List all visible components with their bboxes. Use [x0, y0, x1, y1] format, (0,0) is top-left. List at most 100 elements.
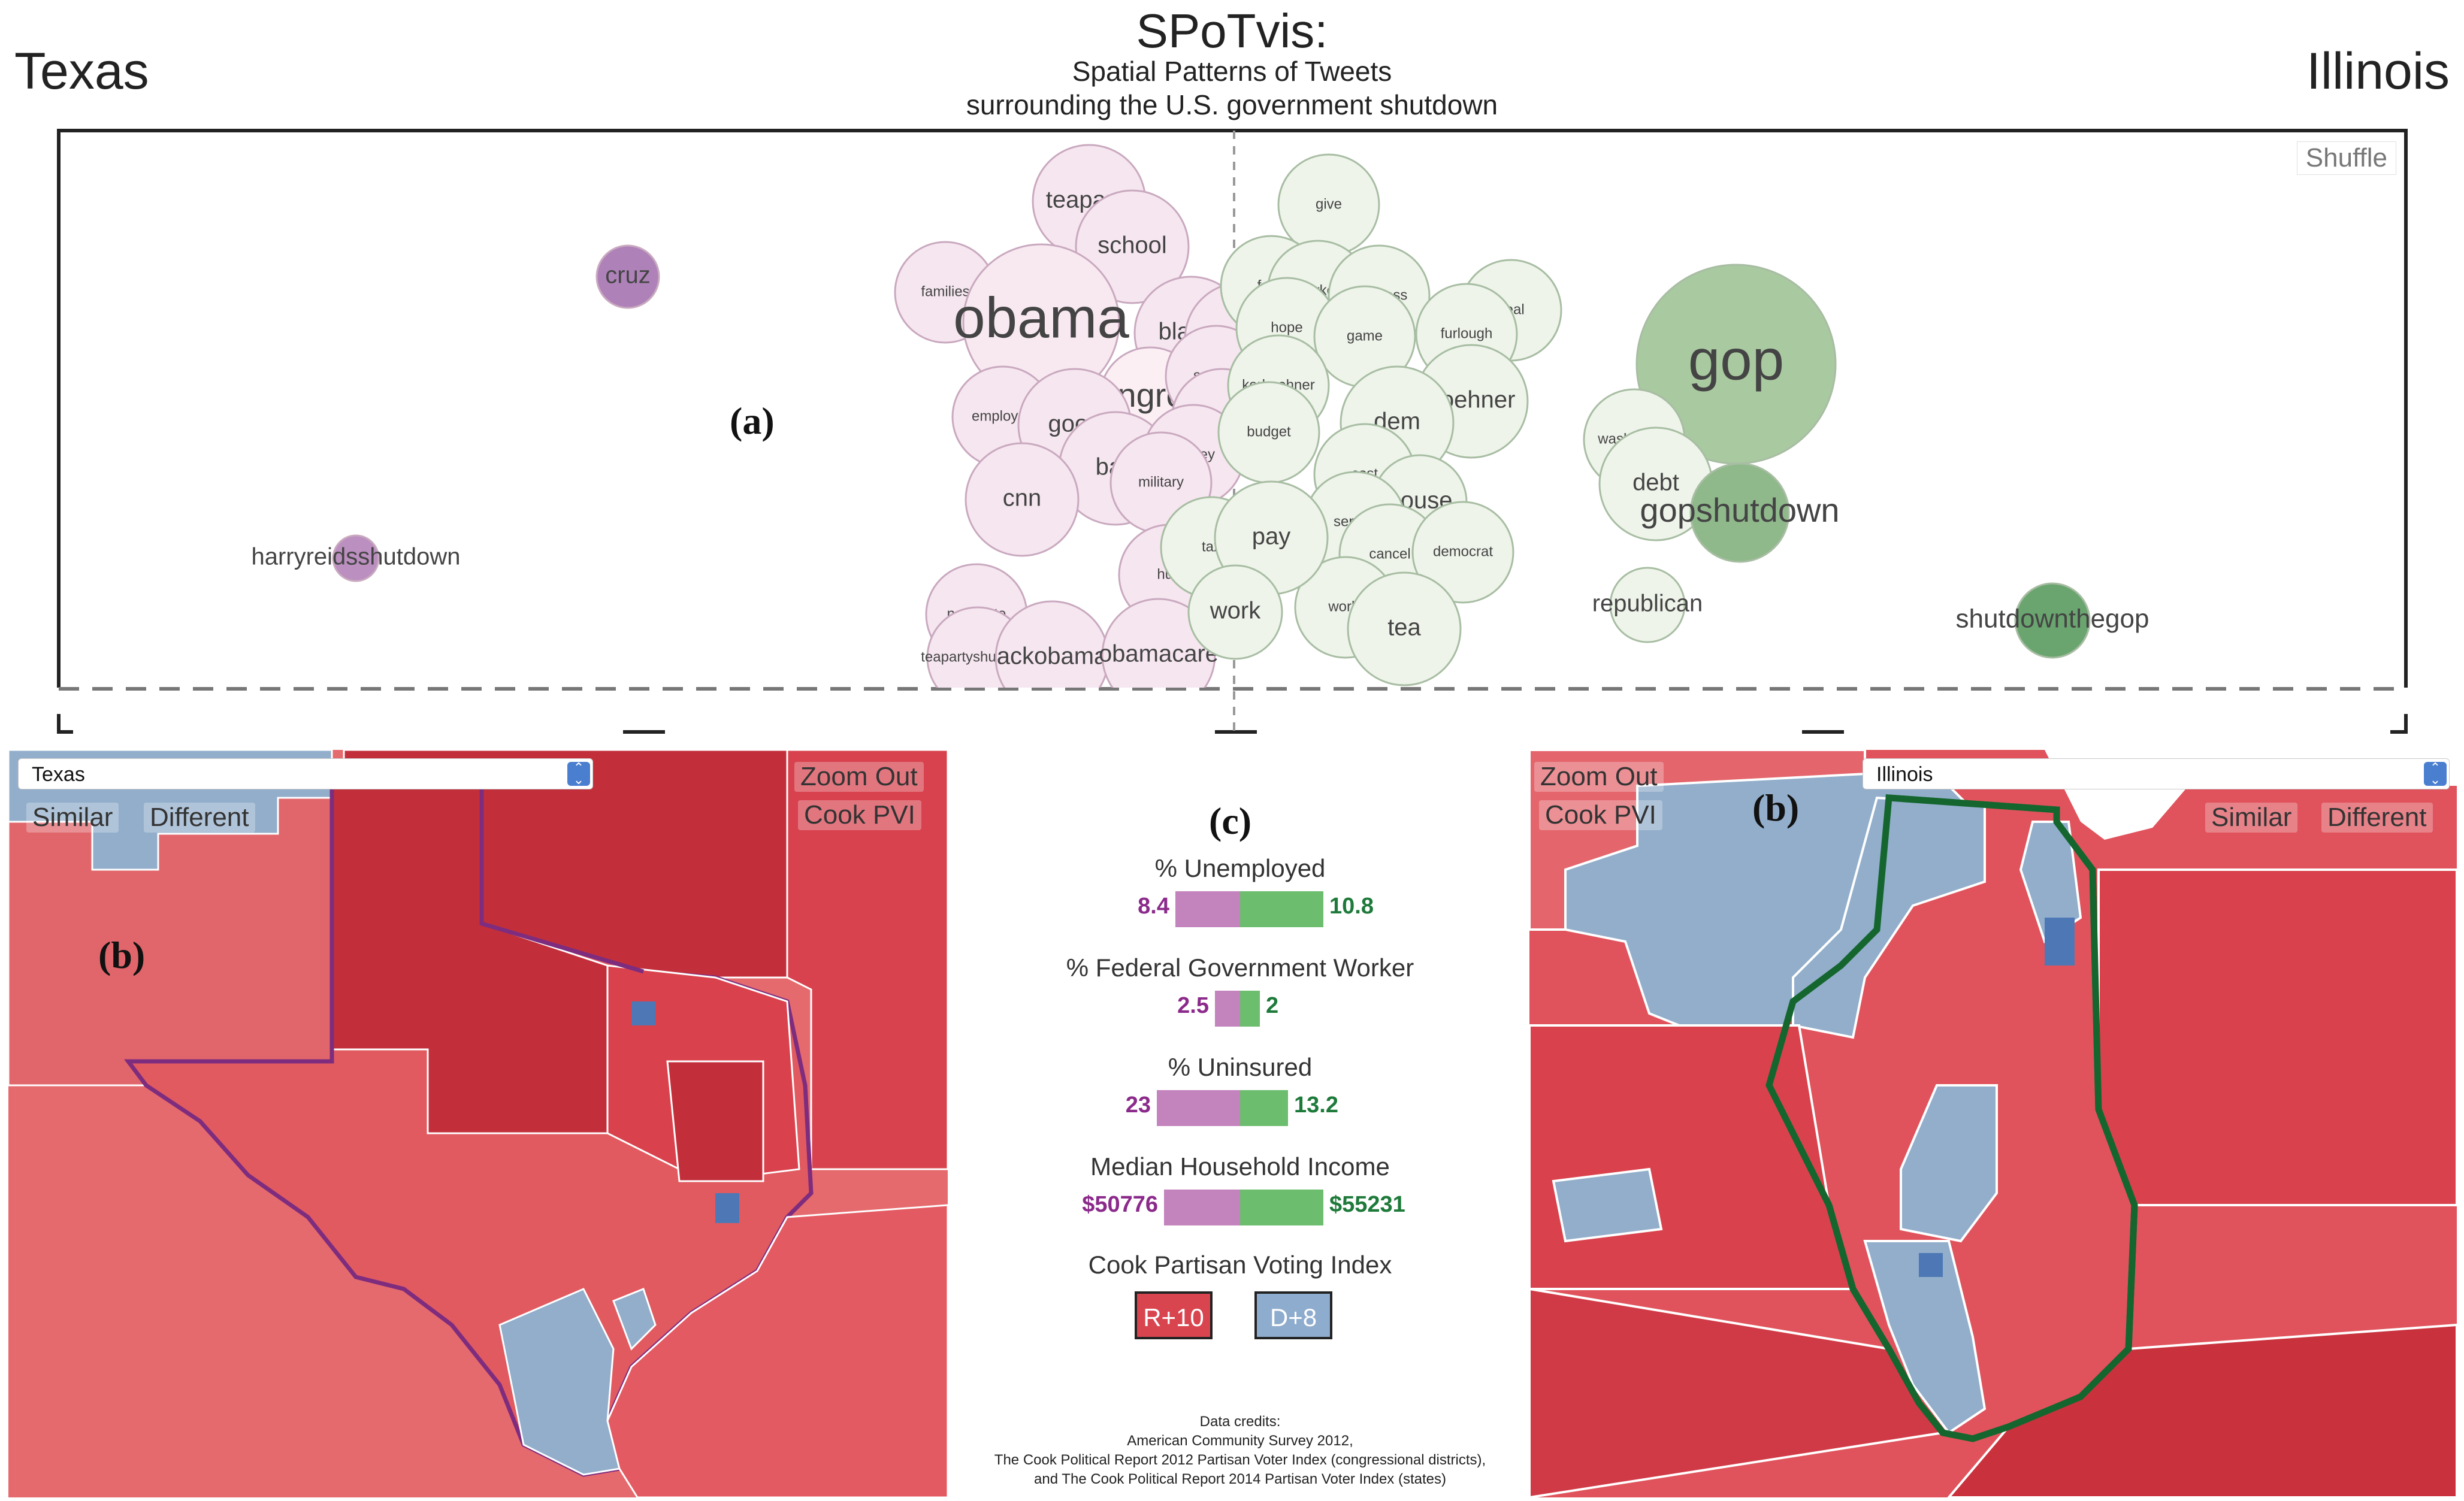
word-bubble-democrat[interactable]: democrat	[1411, 501, 1514, 604]
word-bubble-circle[interactable]	[1101, 598, 1216, 688]
app-subtitle-line2: surrounding the U.S. government shutdown	[966, 89, 1498, 120]
panel-label-b-right: (b)	[1752, 786, 1800, 829]
stat-right-income: $55231	[1329, 1192, 1405, 1217]
chevron-updown-icon: ⌃ ⌄	[2424, 761, 2447, 786]
left-zoom-out-button[interactable]: Zoom Out	[794, 762, 924, 792]
word-bubble-label: families	[921, 283, 969, 299]
word-bubble-circle[interactable]	[1609, 567, 1686, 643]
word-bubble-circle[interactable]	[1411, 501, 1514, 604]
word-bubble-circle[interactable]	[1347, 571, 1462, 686]
stat-left-federal-worker: 2.5	[1177, 993, 1209, 1018]
panel-label-b-left: (b)	[98, 934, 146, 976]
right-state-select[interactable]: Illinois ⌃ ⌄	[1863, 758, 2450, 789]
word-bubble-label: hope	[1271, 319, 1302, 335]
right-different-button[interactable]: Different	[2321, 803, 2433, 833]
word-bubble-label: game	[1347, 328, 1383, 344]
word-bubble-shutdownthegop[interactable]: shutdownthegop	[1956, 582, 2149, 659]
left-state-map[interactable]: Texas ⌃ ⌄ Zoom Out Cook PVI Similar Diffe…	[8, 750, 948, 1497]
word-bubble-label: budget	[1247, 423, 1291, 440]
right-cook-pvi-button[interactable]: Cook PVI	[1539, 800, 1662, 830]
right-state-map[interactable]: Illinois ⌃ ⌄ Zoom Out Cook PVI Similar Di…	[1529, 750, 2457, 1497]
bar-right-uninsured	[1240, 1090, 1288, 1126]
chevron-updown-icon: ⌃ ⌄	[567, 761, 590, 786]
word-bubble-work[interactable]: work	[1187, 564, 1283, 660]
texas-district-map[interactable]	[8, 750, 948, 1497]
right-similar-button[interactable]: Similar	[2205, 803, 2298, 833]
word-bubble-circle[interactable]	[595, 244, 660, 309]
stat-title-federal-worker: % Federal Government Worker	[1066, 954, 1414, 982]
word-bubble-cnn[interactable]: cnn	[965, 442, 1080, 557]
app-subtitle-line1: Spatial Patterns of Tweets	[1072, 56, 1392, 87]
app-title: SPoTvis:	[1136, 4, 1328, 58]
stat-left-uninsured: 23	[1125, 1093, 1151, 1118]
word-bubble-circle[interactable]	[1689, 462, 1790, 563]
left-cook-pvi-button[interactable]: Cook PVI	[798, 800, 921, 830]
word-bubble-label: obama	[953, 286, 1129, 350]
bar-right-unemployed	[1240, 891, 1323, 927]
word-bubble-obamacare[interactable]: obamacare	[1099, 598, 1219, 688]
word-bubble-gopshutdown[interactable]: gopshutdown	[1640, 462, 1840, 563]
word-bubble-label: give	[1316, 196, 1342, 212]
word-bubble-label: debt	[1632, 470, 1679, 496]
stat-title-unemployed: % Unemployed	[1154, 854, 1326, 882]
credits-line4: and The Cook Political Report 2014 Parti…	[1034, 1471, 1446, 1487]
word-bubble-label: harryreidsshutdown	[251, 544, 460, 570]
stat-left-unemployed: 8.4	[1138, 894, 1169, 919]
bar-right-income	[1240, 1190, 1323, 1225]
word-bubble-label: democrat	[1433, 543, 1493, 559]
word-bubble-label: military	[1138, 474, 1184, 490]
shuffle-button[interactable]: Shuffle	[2296, 141, 2396, 175]
pvi-left-badge: R+10	[1135, 1291, 1213, 1339]
word-bubble-cruz[interactable]: cruz	[595, 244, 660, 309]
word-bubble-circle[interactable]	[2014, 582, 2091, 659]
panel-label-a: (a)	[730, 400, 775, 442]
right-state-select-value: Illinois	[1876, 763, 1933, 786]
right-state-heading: Illinois	[2306, 43, 2450, 100]
word-bubble-label: shutdownthegop	[1956, 604, 2149, 634]
pvi-right-badge: D+8	[1254, 1291, 1332, 1339]
bar-left-uninsured	[1157, 1090, 1240, 1126]
word-bubble-label: gop	[1688, 328, 1784, 392]
word-bubble-give[interactable]: give	[1277, 153, 1380, 256]
word-bubble-ackobama[interactable]: ackobama	[994, 600, 1109, 688]
word-bubble-label: gopshutdown	[1640, 491, 1839, 529]
word-bubble-debt[interactable]: debt	[1598, 426, 1713, 541]
stat-right-unemployed: 10.8	[1329, 894, 1374, 919]
stat-left-income: $50776	[1082, 1192, 1158, 1217]
left-state-select[interactable]: Texas ⌃ ⌄	[18, 758, 593, 789]
word-bubble-budget[interactable]: budget	[1217, 381, 1320, 484]
word-bubble-label: republican	[1592, 591, 1703, 617]
bar-left-income	[1164, 1190, 1240, 1225]
credits-line2: American Community Survey 2012,	[1127, 1433, 1353, 1449]
word-bubble-circle[interactable]	[1187, 564, 1283, 660]
word-bubble-label: cnn	[1003, 485, 1042, 512]
stat-title-pvi: Cook Partisan Voting Index	[1088, 1251, 1392, 1279]
word-bubble-circle[interactable]	[965, 442, 1080, 557]
stat-right-uninsured: 13.2	[1294, 1093, 1338, 1118]
bar-right-federal-worker	[1240, 991, 1260, 1027]
left-state-select-value: Texas	[32, 763, 85, 786]
bar-left-unemployed	[1175, 891, 1240, 927]
word-bubble-tea[interactable]: tea	[1347, 571, 1462, 686]
word-bubble-label: ackobama	[997, 643, 1108, 670]
word-bubble-label: work	[1210, 598, 1261, 624]
word-bubble-circle[interactable]	[332, 534, 380, 582]
stat-title-uninsured: % Uninsured	[1168, 1053, 1313, 1081]
word-bubble-obama[interactable]: obama	[953, 243, 1129, 401]
left-state-heading: Texas	[14, 43, 149, 100]
left-similar-button[interactable]: Similar	[26, 803, 119, 833]
word-bubble-label: cruz	[605, 262, 651, 289]
bar-left-federal-worker	[1215, 991, 1240, 1027]
left-different-button[interactable]: Different	[144, 803, 255, 833]
credits-line3: The Cook Political Report 2012 Partisan …	[994, 1452, 1486, 1468]
word-bubble-label: school	[1098, 232, 1167, 259]
panel-label-c: (c)	[1209, 800, 1252, 842]
word-bubble-harryreidsshutdown[interactable]: harryreidsshutdown	[251, 534, 461, 582]
credits-line1: Data credits:	[1199, 1414, 1281, 1430]
right-zoom-out-button[interactable]: Zoom Out	[1534, 762, 1664, 792]
word-bubble-label: furlough	[1441, 325, 1493, 341]
word-bubble-label: obamacare	[1099, 641, 1219, 667]
word-bubble-republican[interactable]: republican	[1592, 567, 1703, 643]
stat-title-income: Median Household Income	[1090, 1152, 1390, 1181]
illinois-district-map[interactable]	[1529, 750, 2457, 1497]
